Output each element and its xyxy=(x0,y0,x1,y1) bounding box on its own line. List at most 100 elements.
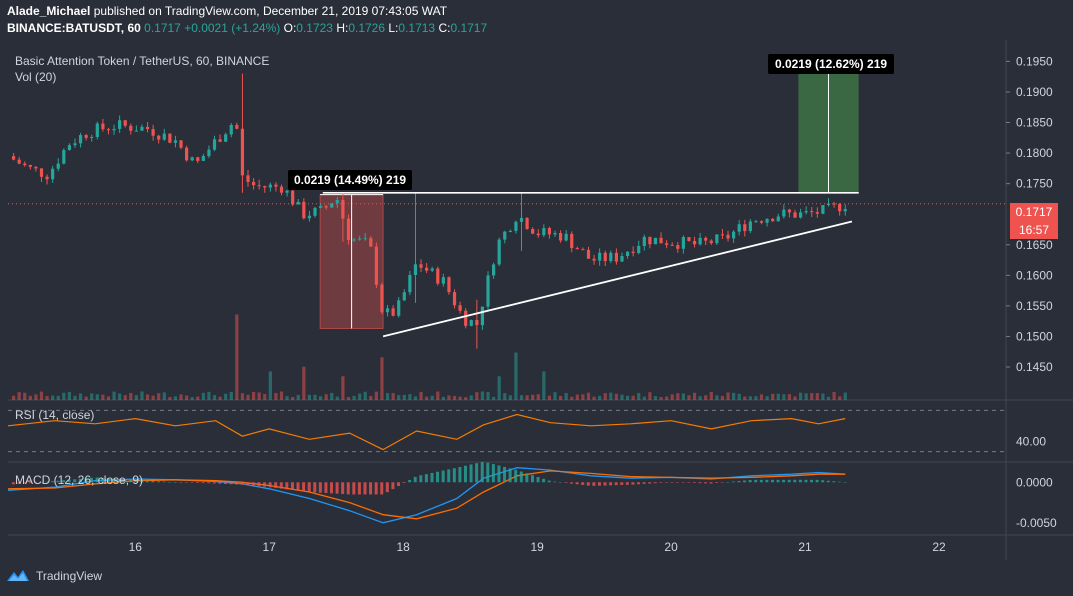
open-value: 0.1723 xyxy=(296,21,333,35)
candle-body xyxy=(313,207,317,216)
volume-bar xyxy=(235,314,239,400)
volume-bar xyxy=(815,393,819,400)
candle-body xyxy=(185,147,189,161)
drawn-trendlines[interactable] xyxy=(8,192,1006,338)
candle-body xyxy=(782,209,786,217)
candle-body xyxy=(670,244,674,246)
macd-histogram-bar xyxy=(709,482,713,484)
candle-body xyxy=(363,238,367,240)
macd-histogram-bar xyxy=(162,481,166,483)
volume-bar xyxy=(369,395,373,400)
volume-bar xyxy=(469,395,473,400)
candle-body xyxy=(201,156,205,161)
macd-histogram-bar xyxy=(123,479,127,483)
candle-body xyxy=(162,133,166,140)
high-value: 0.1726 xyxy=(348,21,386,35)
price-pane-bg xyxy=(8,40,1006,400)
macd-histogram-bar xyxy=(575,482,579,485)
time-tick-label-1: 17 xyxy=(263,540,277,554)
candle-body xyxy=(28,165,32,167)
macd-histogram-bar xyxy=(11,482,15,485)
macd-histogram-bar xyxy=(62,480,66,483)
volume-bar xyxy=(17,392,21,400)
candle-body xyxy=(168,133,172,143)
candle-body xyxy=(492,264,496,276)
volume-bar xyxy=(78,393,83,400)
macd-histogram-bar xyxy=(776,479,780,483)
volume-bar xyxy=(793,396,797,400)
macd-histogram-bar xyxy=(519,471,523,483)
macd-histogram-bar xyxy=(436,471,440,483)
rsi-tick-label-0: 40.00 xyxy=(1016,434,1046,448)
volume-bar xyxy=(832,391,836,400)
macd-histogram-bar xyxy=(804,479,808,483)
macd-histogram-bar xyxy=(335,482,339,494)
candle-body xyxy=(642,236,646,246)
volume-bar xyxy=(318,396,323,400)
time-axis: 16 17 18 19 20 21 22 xyxy=(129,540,946,554)
volume-bar xyxy=(798,392,803,400)
volume-bar xyxy=(246,394,250,400)
time-tick-label-4: 20 xyxy=(664,540,678,554)
candle-body xyxy=(397,300,401,316)
macd-histogram-bar xyxy=(196,482,200,483)
publisher-name[interactable]: Alade_Michael xyxy=(7,4,91,18)
candle-body xyxy=(832,203,836,205)
macd-histogram-bar xyxy=(346,482,350,495)
candle-body xyxy=(84,135,88,138)
volume-bar xyxy=(821,393,825,400)
volume-bar xyxy=(581,394,585,400)
macd-histogram-bar xyxy=(218,482,222,484)
time-tick-label-5: 21 xyxy=(798,540,812,554)
macd-histogram-bar xyxy=(117,478,121,483)
macd-histogram-bar xyxy=(737,480,741,483)
macd-histogram-bar xyxy=(274,482,278,488)
volume-bar xyxy=(575,394,579,400)
volume-bar xyxy=(771,393,775,400)
volume-bar xyxy=(268,371,272,400)
candle-body xyxy=(330,203,334,208)
annotation-left-text: 0.0219 (14.49%) 219 xyxy=(294,173,406,187)
candle-body xyxy=(542,228,546,236)
candle-body xyxy=(112,128,116,131)
volume-bar xyxy=(185,395,189,400)
macd-histogram-bar xyxy=(497,465,501,483)
macd-histogram-bar xyxy=(223,482,227,484)
candle-body xyxy=(810,211,814,213)
candle-body xyxy=(224,134,228,142)
annotation-right[interactable]: 0.0219 (12.62%) 219 xyxy=(768,54,894,74)
candle-body xyxy=(704,237,708,241)
volume-bar xyxy=(358,393,362,400)
macd-histogram-bar xyxy=(614,482,618,486)
volume-bar xyxy=(715,395,719,400)
candle-body xyxy=(452,292,457,306)
price-tick-label-6: 0.1600 xyxy=(1016,268,1053,282)
measure-tools[interactable] xyxy=(319,58,859,329)
candle-body xyxy=(726,234,730,239)
volume-bar xyxy=(570,396,574,400)
candle-body xyxy=(190,157,194,161)
candle-body xyxy=(78,135,83,144)
candle-body xyxy=(151,129,155,136)
volume-bar xyxy=(436,391,440,400)
macd-histogram-bar xyxy=(832,481,836,483)
macd-histogram-bar xyxy=(547,480,551,483)
volume-bar xyxy=(497,376,501,400)
volume-bar xyxy=(625,395,630,400)
change-text: +0.0021 (+1.24%) xyxy=(184,21,281,35)
macd-histogram-bar xyxy=(463,465,467,483)
macd-histogram-bar xyxy=(90,477,94,483)
tradingview-footer[interactable]: TradingView xyxy=(6,568,102,584)
symbol-label: BINANCE:BATUSDT, 60 xyxy=(7,21,141,35)
volume-bar xyxy=(542,371,546,400)
volume-bar xyxy=(637,393,641,400)
close-label: C: xyxy=(438,21,451,35)
candle-body xyxy=(486,275,490,307)
candle-body xyxy=(497,239,501,265)
macd-histogram-bar xyxy=(508,468,512,483)
volume-bar xyxy=(810,393,814,400)
price-tick-label-8: 0.1500 xyxy=(1016,329,1053,343)
annotation-left[interactable]: 0.0219 (14.49%) 219 xyxy=(288,170,412,190)
volume-bar xyxy=(754,396,758,400)
